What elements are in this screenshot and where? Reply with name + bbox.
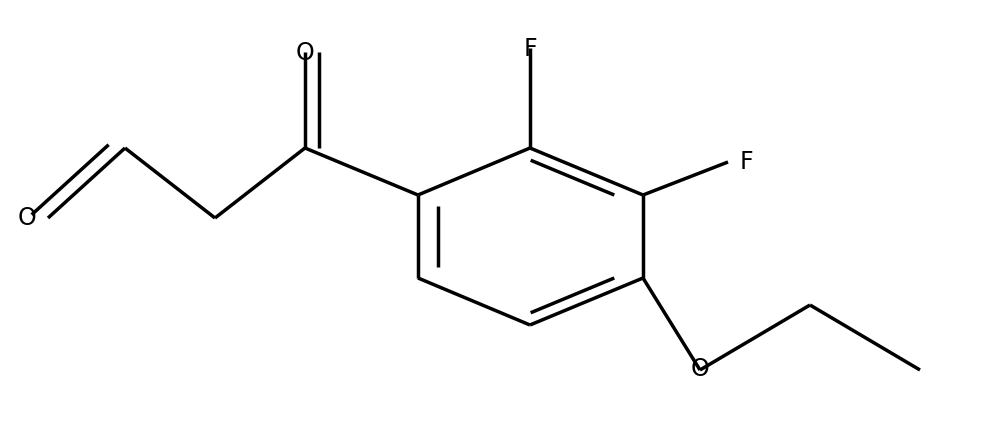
Text: O: O	[295, 41, 314, 65]
Text: O: O	[690, 357, 709, 381]
Text: F: F	[523, 37, 537, 61]
Text: F: F	[739, 150, 753, 174]
Text: O: O	[17, 206, 36, 230]
